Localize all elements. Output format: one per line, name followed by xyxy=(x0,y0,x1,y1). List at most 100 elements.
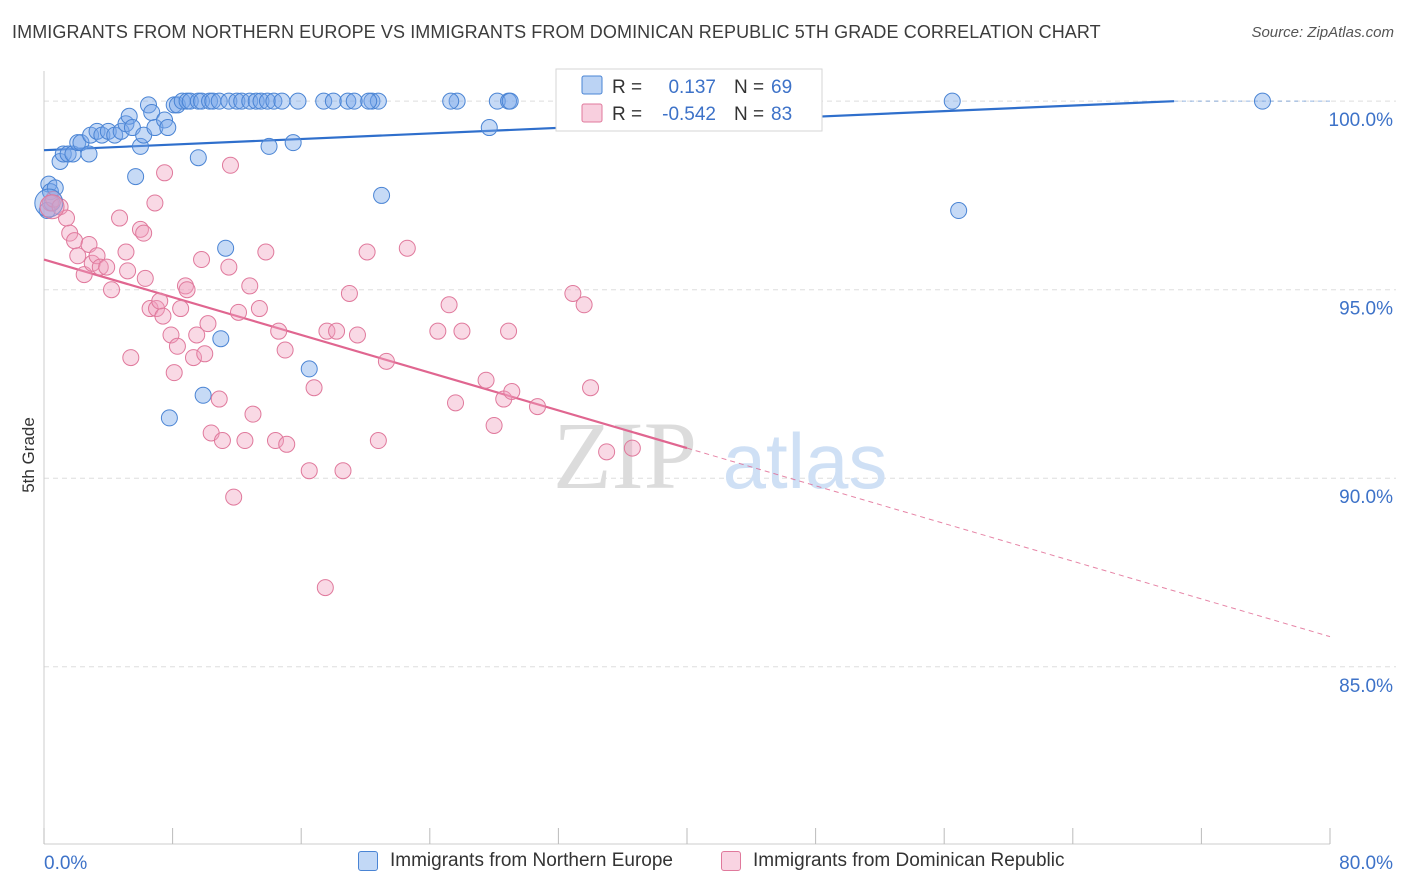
point-dominican-republic xyxy=(196,345,214,363)
point-dominican-republic xyxy=(199,315,217,333)
point-northern-europe xyxy=(212,330,230,348)
point-dominican-republic xyxy=(213,432,231,450)
point-northern-europe xyxy=(943,92,961,110)
point-northern-europe xyxy=(228,92,246,110)
point-northern-europe xyxy=(284,134,302,152)
point-dominican-republic xyxy=(250,300,268,318)
point-dominican-republic xyxy=(193,251,211,269)
point-northern-europe xyxy=(373,186,391,204)
point-dominican-republic xyxy=(328,322,346,340)
point-dominican-republic xyxy=(172,300,190,318)
legend-item-northern-europe: Immigrants from Northern Europe xyxy=(358,850,673,872)
point-dominican-republic xyxy=(165,364,183,382)
stats-n-label-1: N = xyxy=(734,77,764,98)
point-dominican-republic xyxy=(178,281,196,299)
point-dominican-republic xyxy=(429,322,447,340)
point-dominican-republic xyxy=(220,258,238,276)
stats-swatch-blue xyxy=(581,75,603,95)
x-tick-label-start: 0.0% xyxy=(44,853,87,874)
point-northern-europe xyxy=(160,409,178,427)
chart-title: IMMIGRANTS FROM NORTHERN EUROPE VS IMMIG… xyxy=(12,22,1101,42)
point-northern-europe xyxy=(210,92,228,110)
point-dominican-republic xyxy=(221,156,239,174)
point-northern-europe xyxy=(1253,92,1271,110)
point-northern-europe xyxy=(34,188,64,218)
point-dominican-republic xyxy=(500,322,518,340)
point-dominican-republic xyxy=(156,164,174,182)
point-northern-europe xyxy=(324,92,342,110)
point-dominican-republic xyxy=(575,296,593,314)
point-dominican-republic xyxy=(270,322,288,340)
point-dominican-republic xyxy=(39,194,65,220)
point-northern-europe xyxy=(252,92,270,110)
point-dominican-republic xyxy=(440,296,458,314)
point-dominican-republic xyxy=(236,432,254,450)
point-dominican-republic xyxy=(119,262,137,280)
point-northern-europe xyxy=(369,92,387,110)
grid-lines xyxy=(44,100,1396,668)
point-dominican-republic xyxy=(122,349,140,367)
point-dominican-republic xyxy=(257,243,275,261)
legend-item-dominican-republic: Immigrants from Dominican Republic xyxy=(721,850,1065,872)
x-tick-label-end: 80.0% xyxy=(1339,853,1393,874)
point-northern-europe xyxy=(315,92,333,110)
tick-labels: 85.0% 90.0% 95.0% 100.0% 0.0% 80.0% xyxy=(44,110,1393,874)
point-dominican-republic xyxy=(111,209,129,227)
point-northern-europe xyxy=(442,92,460,110)
point-dominican-republic xyxy=(305,379,323,397)
point-dominican-republic xyxy=(88,247,106,265)
point-northern-europe xyxy=(300,360,318,378)
point-dominican-republic xyxy=(266,432,284,450)
point-dominican-republic xyxy=(348,326,366,344)
point-northern-europe xyxy=(131,137,149,155)
stats-r-label-1: R = xyxy=(612,77,642,98)
point-northern-europe xyxy=(273,92,291,110)
point-dominican-republic xyxy=(369,432,387,450)
point-dominican-republic xyxy=(244,405,262,423)
point-dominican-republic xyxy=(136,269,154,287)
stats-r-label-2: R = xyxy=(612,104,642,125)
legend-label-northern-europe: Immigrants from Northern Europe xyxy=(390,850,673,871)
point-northern-europe xyxy=(159,119,177,137)
series-legend: Immigrants from Northern Europe Immigran… xyxy=(0,850,1406,880)
point-northern-europe xyxy=(260,137,278,155)
point-dominican-republic xyxy=(340,284,358,302)
point-dominican-republic xyxy=(398,239,416,257)
point-northern-europe xyxy=(480,119,498,137)
point-dominican-republic xyxy=(151,292,169,310)
point-dominican-republic xyxy=(582,379,600,397)
stats-swatch-pink xyxy=(581,103,603,123)
point-dominican-republic xyxy=(623,439,641,457)
point-northern-europe xyxy=(127,168,145,186)
point-dominican-republic xyxy=(358,243,376,261)
point-dominican-republic xyxy=(117,243,135,261)
stats-legend: R = 0.137 N = 69 R = -0.542 N = 83 xyxy=(555,68,823,132)
point-northern-europe xyxy=(59,145,77,163)
trend-line-dominican-republic xyxy=(43,258,688,450)
point-dominican-republic xyxy=(453,322,471,340)
point-northern-europe xyxy=(80,145,98,163)
point-dominican-republic xyxy=(598,443,616,461)
point-dominican-republic xyxy=(564,284,582,302)
point-dominican-republic xyxy=(135,224,153,242)
stats-n-value-2: 83 xyxy=(771,104,792,125)
point-dominican-republic xyxy=(146,194,164,212)
point-dominican-republic xyxy=(316,579,334,597)
point-northern-europe xyxy=(54,145,72,163)
legend-swatch-pink xyxy=(721,851,741,871)
y-tick-label: 100.0% xyxy=(1329,110,1394,131)
point-dominican-republic xyxy=(318,322,336,340)
point-dominican-republic xyxy=(91,258,109,276)
stats-r-value-1: 0.137 xyxy=(668,77,716,98)
trend-line-dominican-republic-extension xyxy=(686,447,1331,638)
point-northern-europe xyxy=(194,386,212,404)
point-dominican-republic xyxy=(188,326,206,344)
data-points xyxy=(34,92,1271,597)
point-dominican-republic xyxy=(529,398,547,416)
point-dominican-republic xyxy=(300,462,318,480)
point-northern-europe xyxy=(189,149,207,167)
point-dominican-republic xyxy=(334,462,352,480)
point-northern-europe xyxy=(258,92,276,110)
point-dominican-republic xyxy=(168,337,186,355)
